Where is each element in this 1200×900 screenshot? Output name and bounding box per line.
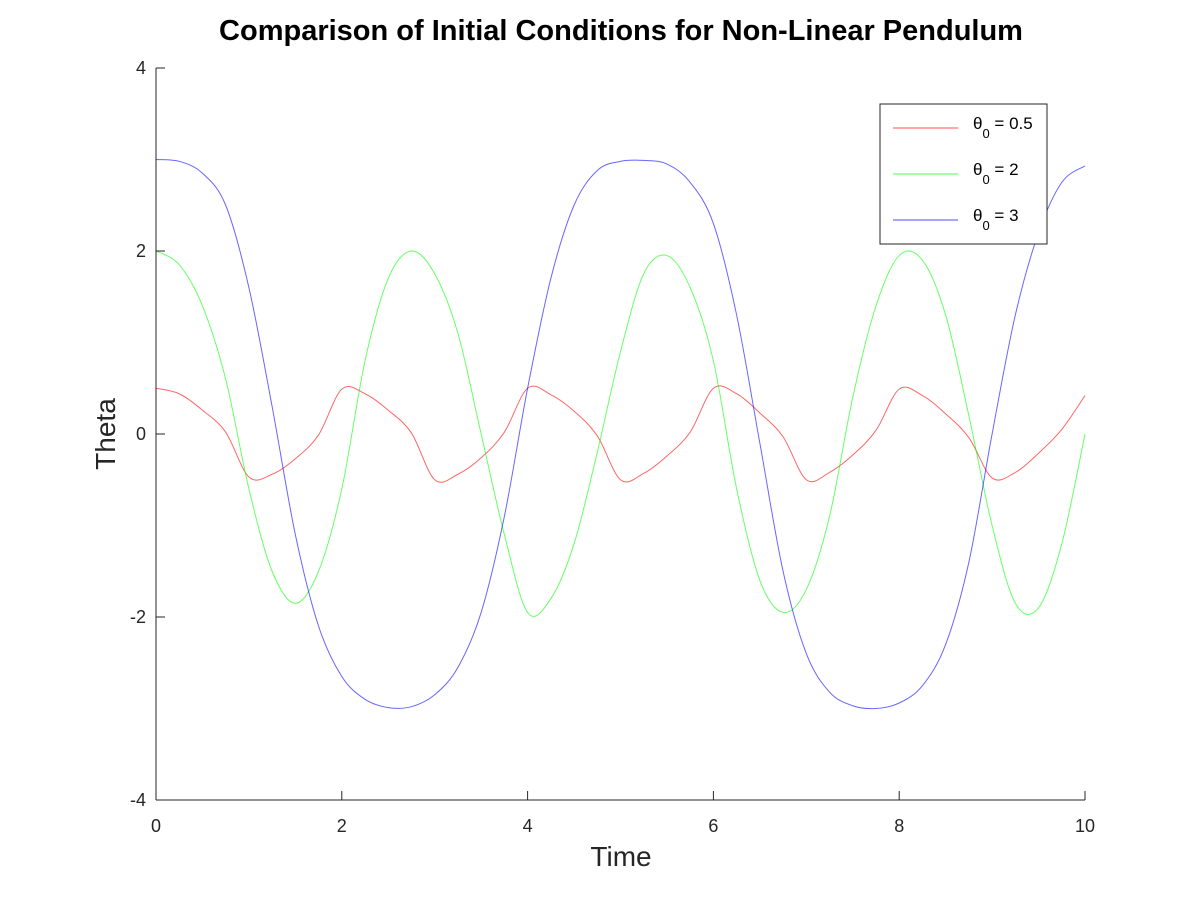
- legend-label-3: θ0 = 3: [973, 206, 1019, 233]
- x-tick-label: 2: [337, 816, 347, 836]
- series-line-1: [155, 385, 1086, 483]
- legend-label-2: θ0 = 2: [973, 160, 1019, 187]
- x-tick-label: 6: [708, 816, 718, 836]
- legend-label-1: θ0 = 0.5: [973, 114, 1033, 141]
- y-tick-label: -2: [130, 607, 146, 627]
- y-tick-label: 4: [136, 58, 146, 78]
- x-tick-label: 0: [151, 816, 161, 836]
- x-tick-label: 8: [894, 816, 904, 836]
- axes: 0 2 4 6 8 10 -4 -2 0 2 4: [130, 58, 1095, 836]
- series-line-3: [155, 159, 1086, 710]
- y-tick-label: 2: [136, 241, 146, 261]
- x-tick-label: 4: [523, 816, 533, 836]
- series-line-2: [155, 250, 1086, 617]
- y-tick-label: 0: [136, 424, 146, 444]
- y-axis-label: Theta: [90, 398, 121, 470]
- legend: θ0 = 0.5 θ0 = 2 θ0 = 3: [879, 103, 1048, 245]
- chart-title: Comparison of Initial Conditions for Non…: [219, 15, 1023, 47]
- plot-area: [155, 159, 1086, 710]
- x-tick-label: 10: [1075, 816, 1095, 836]
- y-tick-label: -4: [130, 790, 146, 810]
- x-axis-label: Time: [590, 841, 651, 872]
